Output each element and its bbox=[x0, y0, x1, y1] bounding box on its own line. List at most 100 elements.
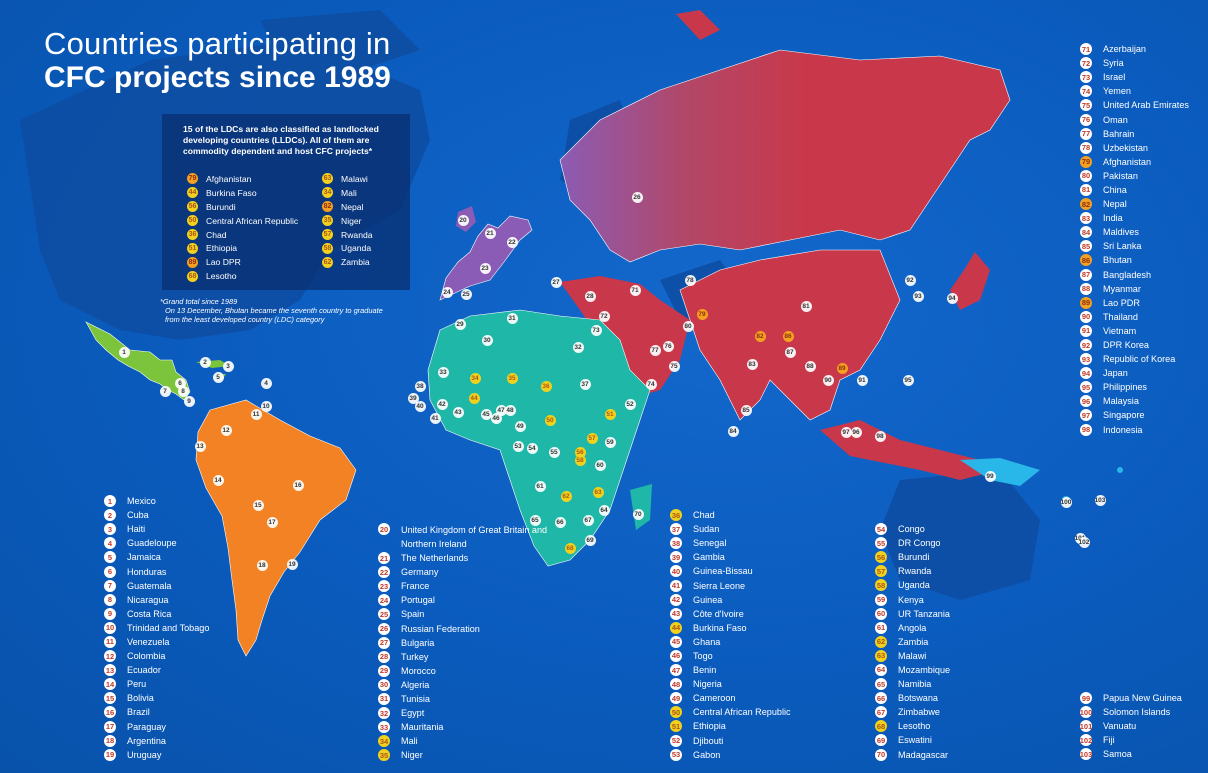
legend-item: 16 Brazil bbox=[104, 705, 209, 719]
map-marker: 54 bbox=[526, 442, 538, 454]
legend-item: 101 Vanuatu bbox=[1080, 719, 1182, 733]
legend-americas: 1 Mexico 2 Cuba 3 Haiti 4 Guadeloupe 5 Jamaica 6 Ho… bbox=[104, 494, 209, 762]
number-badge: 28 bbox=[378, 650, 390, 663]
number-badge: 51 bbox=[670, 720, 682, 733]
legend-item: 36 Chad bbox=[670, 508, 791, 522]
map-marker: 11 bbox=[250, 408, 262, 420]
number-badge: 82 bbox=[322, 201, 333, 213]
map-marker: 18 bbox=[256, 559, 268, 571]
country-name: Mozambique bbox=[898, 664, 951, 675]
legend-item: 49 Cameroon bbox=[670, 691, 791, 705]
map-marker: 62 bbox=[560, 490, 572, 502]
map-marker: 27 bbox=[550, 276, 562, 288]
country-name: Tunisia bbox=[401, 693, 430, 704]
country-name: Papua New Guinea bbox=[1103, 693, 1182, 704]
country-name: Benin bbox=[693, 665, 717, 676]
map-marker: 21 bbox=[484, 227, 496, 239]
legend-item: 56 Burundi bbox=[187, 200, 298, 214]
map-marker: 86 bbox=[782, 330, 794, 342]
legend-item: 39 Gambia bbox=[670, 550, 791, 564]
country-name: Uganda bbox=[898, 580, 930, 591]
country-name: Bhutan bbox=[1103, 255, 1132, 266]
map-marker: 56 bbox=[574, 446, 586, 458]
number-badge: 58 bbox=[875, 579, 887, 592]
number-badge: 71 bbox=[1080, 43, 1092, 56]
country-name: Republic of Korea bbox=[1103, 354, 1176, 365]
legend-item: 61 Angola bbox=[875, 621, 950, 635]
number-badge: 63 bbox=[875, 649, 887, 662]
country-name: Turkey bbox=[401, 651, 429, 662]
legend-item: 72 Syria bbox=[1080, 56, 1189, 70]
number-badge: 70 bbox=[875, 748, 887, 761]
map-marker: 29 bbox=[454, 318, 466, 330]
country-name: Maldives bbox=[1103, 227, 1139, 238]
number-badge: 42 bbox=[670, 593, 682, 606]
number-badge: 69 bbox=[875, 734, 887, 747]
number-badge: 22 bbox=[378, 566, 390, 579]
map-marker: 35 bbox=[506, 372, 518, 384]
country-name: Niger bbox=[341, 215, 362, 226]
legend-item: 87 Bangladesh bbox=[1080, 268, 1189, 282]
legend-item: 23 France bbox=[378, 579, 551, 593]
map-marker: 67 bbox=[582, 514, 594, 526]
map-marker: 82 bbox=[754, 330, 766, 342]
map-marker: 60 bbox=[594, 459, 606, 471]
map-marker: 65 bbox=[529, 514, 541, 526]
map-marker: 72 bbox=[598, 310, 610, 322]
number-badge: 30 bbox=[378, 678, 390, 691]
legend-item: 6 Honduras bbox=[104, 564, 209, 578]
number-badge: 96 bbox=[1080, 395, 1092, 408]
map-marker: 23 bbox=[479, 262, 491, 274]
country-name: Côte d'Ivoire bbox=[693, 608, 744, 619]
legend-oceania: 99 Papua New Guinea 100 Solomon Islands 101 V… bbox=[1080, 691, 1182, 761]
map-marker: 84 bbox=[727, 425, 739, 437]
number-badge: 56 bbox=[875, 551, 887, 564]
map-marker: 24 bbox=[441, 286, 453, 298]
map-marker: 91 bbox=[856, 374, 868, 386]
country-name: Portugal bbox=[401, 595, 435, 606]
legend-item: 42 Guinea bbox=[670, 593, 791, 607]
country-name: Lao DPR bbox=[206, 257, 241, 268]
map-marker: 69 bbox=[584, 534, 596, 546]
number-badge: 60 bbox=[875, 607, 887, 620]
legend-item: 30 Algeria bbox=[378, 678, 551, 692]
map-marker: 6 bbox=[174, 377, 186, 389]
number-badge: 35 bbox=[322, 215, 333, 227]
legend-item: 55 DR Congo bbox=[875, 536, 950, 550]
map-marker: 48 bbox=[504, 404, 516, 416]
country-name: Chad bbox=[206, 229, 227, 240]
number-badge: 63 bbox=[322, 173, 333, 185]
number-badge: 41 bbox=[670, 579, 682, 592]
number-badge: 38 bbox=[670, 537, 682, 550]
number-badge: 89 bbox=[1080, 296, 1092, 309]
legend-item: 1 Mexico bbox=[104, 494, 209, 508]
country-name: Malawi bbox=[898, 650, 927, 661]
number-badge: 10 bbox=[104, 621, 116, 634]
country-name: Brazil bbox=[127, 707, 150, 718]
legend-item: 62 Zambia bbox=[322, 255, 373, 269]
number-badge: 51 bbox=[187, 242, 198, 254]
legend-item: 80 Pakistan bbox=[1080, 169, 1189, 183]
country-name: Guadeloupe bbox=[127, 538, 177, 549]
legend-item: 69 Eswatini bbox=[875, 733, 950, 747]
map-marker: 32 bbox=[572, 341, 584, 353]
legend-item: 81 China bbox=[1080, 183, 1189, 197]
legend-item: 5 Jamaica bbox=[104, 550, 209, 564]
map-marker: 51 bbox=[604, 408, 616, 420]
legend-item: 62 Zambia bbox=[875, 635, 950, 649]
country-name: Myanmar bbox=[1103, 283, 1141, 294]
number-badge: 79 bbox=[1080, 155, 1092, 168]
region-eurasia bbox=[559, 49, 1011, 263]
number-badge: 90 bbox=[1080, 310, 1092, 323]
number-badge: 103 bbox=[1079, 748, 1093, 761]
legend-item: 56 Burundi bbox=[875, 550, 950, 564]
ldc-list-left: 79 Afghanistan 44 Burkina Faso 56 Burundi 50 Ce… bbox=[187, 172, 298, 283]
country-name: Chad bbox=[693, 510, 715, 521]
legend-item: 29 Morocco bbox=[378, 664, 551, 678]
country-name: Senegal bbox=[693, 538, 727, 549]
map-marker: 63 bbox=[592, 486, 604, 498]
map-marker: 55 bbox=[548, 446, 560, 458]
map-marker: 100 bbox=[1060, 496, 1072, 508]
legend-item: 13 Ecuador bbox=[104, 663, 209, 677]
country-name: Zambia bbox=[341, 257, 370, 268]
